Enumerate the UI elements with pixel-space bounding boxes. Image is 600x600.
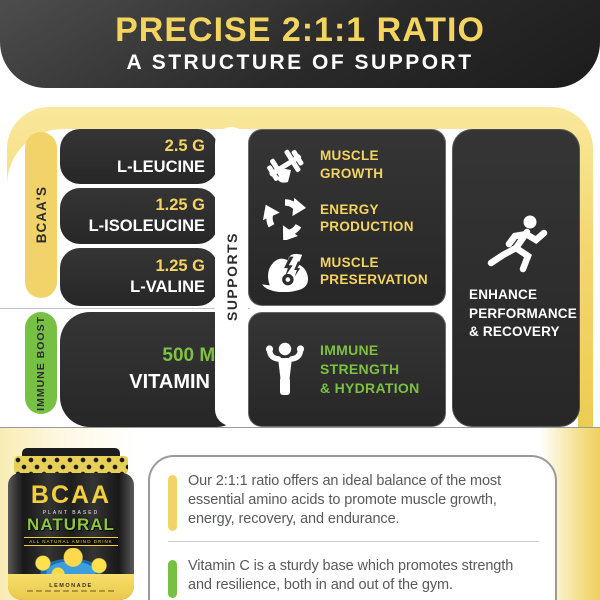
benefit-row-energy: ENERGY PRODUCTION [261, 196, 439, 241]
benefit-label: MUSCLE GROWTH [320, 148, 384, 181]
outcome-panel: ENHANCE PERFORMANCE & RECOVERY [452, 129, 580, 427]
green-accent-bar [168, 560, 177, 598]
amino-box-isoleucine: 1.25 G L-ISOLEUCINE [60, 188, 218, 244]
amino-name: L-LEUCINE [117, 157, 205, 176]
amino-amount: 1.25 G [155, 196, 205, 215]
section-divider-line [0, 308, 250, 309]
page-title: PRECISE 2:1:1 RATIO [115, 10, 485, 49]
header-banner: PRECISE 2:1:1 RATIO A STRUCTURE OF SUPPO… [0, 0, 600, 88]
vitamin-name: VITAMIN C [129, 370, 230, 393]
callout-text: Vitamin C is a sturdy base which promote… [188, 558, 514, 594]
benefits-panel: MUSCLE GROWTH [248, 129, 446, 306]
product-brand: BCAA [30, 481, 112, 509]
product-flavor: LEMONADE [49, 582, 93, 589]
tub-body: BCAA PLANT BASED NATURAL ALL NATURAL AMI… [8, 473, 134, 600]
supports-label: SUPPORTS [223, 231, 240, 321]
tub-lid-band [14, 456, 128, 474]
benefit-label: MUSCLE PRESERVATION [320, 254, 428, 288]
supports-divider-pill: SUPPORTS [215, 127, 248, 426]
amino-amount: 1.25 G [155, 257, 205, 276]
product-name: NATURAL [27, 515, 115, 534]
immune-benefit-panel: IMMUNE STRENGTH & HYDRATION [248, 312, 446, 427]
bcaa-group-label: BCAA'S [33, 186, 49, 244]
tub-bottom-band: LEMONADE [8, 574, 134, 600]
bcaa-group-pill: BCAA'S [25, 132, 57, 298]
benefit-row-preservation: MUSCLE PRESERVATION [261, 250, 439, 293]
flex-person-icon [261, 342, 309, 396]
callout-divider [168, 541, 539, 542]
benefit-row-muscle-growth: MUSCLE GROWTH [261, 143, 439, 187]
benefit-row-immune: IMMUNE STRENGTH & HYDRATION [261, 341, 419, 398]
yellow-accent-bar [168, 475, 177, 531]
bottom-section: BCAA PLANT BASED NATURAL ALL NATURAL AMI… [0, 428, 600, 600]
callout-ratio: Our 2:1:1 ratio offers an ideal balance … [150, 457, 555, 541]
benefit-label: ENERGY PRODUCTION [320, 201, 414, 235]
amino-name: L-ISOLEUCINE [88, 217, 205, 235]
callout-vitamin-c: Vitamin C is a sturdy base which promote… [150, 542, 555, 600]
description-card: Our 2:1:1 ratio offers an ideal balance … [148, 455, 557, 600]
outcome-label: ENHANCE PERFORMANCE & RECOVERY [469, 286, 577, 340]
immune-group-pill: IMMUNE BOOST [25, 312, 57, 414]
product-image: BCAA PLANT BASED NATURAL ALL NATURAL AMI… [8, 448, 134, 600]
product-subline: ALL NATURAL AMINO DRINK [24, 536, 118, 546]
dumbbell-icon [261, 143, 309, 187]
tub-lid [22, 448, 120, 457]
runner-icon [483, 214, 549, 276]
tub-fine-print [26, 589, 116, 592]
bicep-lightning-icon [261, 250, 309, 293]
amino-amount: 2.5 G [164, 136, 205, 155]
recycle-icon [261, 196, 309, 241]
callout-text: Our 2:1:1 ratio offers an ideal balance … [188, 473, 502, 528]
page-subtitle: A STRUCTURE OF SUPPORT [126, 51, 474, 75]
amino-box-valine: 1.25 G L-VALINE [60, 248, 218, 306]
product-tagline: PLANT BASED [42, 510, 100, 516]
amino-name: L-VALINE [130, 278, 205, 296]
board-bottom-rule [0, 427, 600, 428]
benefit-label: IMMUNE STRENGTH & HYDRATION [320, 342, 420, 396]
immune-group-label: IMMUNE BOOST [35, 315, 47, 411]
vitamin-amount: 500 MG [162, 345, 230, 367]
amino-box-leucine: 2.5 G L-LEUCINE [60, 129, 218, 184]
